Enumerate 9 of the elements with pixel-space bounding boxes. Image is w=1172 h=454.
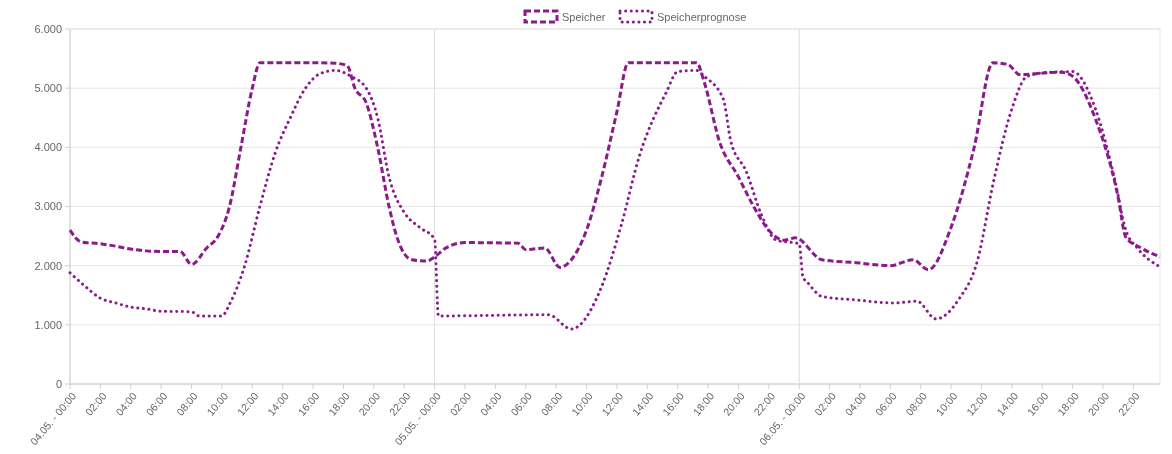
legend-label: Speicherprognose (657, 10, 747, 23)
y-tick-label: 5.000 (34, 82, 62, 95)
y-tick-label: 0 (55, 377, 62, 390)
y-tick-label: 4.000 (34, 141, 62, 154)
legend-label: Speicher (562, 10, 606, 23)
y-tick-label: 6.000 (34, 22, 62, 35)
y-tick-label: 1.000 (34, 318, 62, 331)
y-tick-label: 2.000 (34, 259, 62, 272)
y-tick-label: 3.000 (34, 200, 62, 213)
